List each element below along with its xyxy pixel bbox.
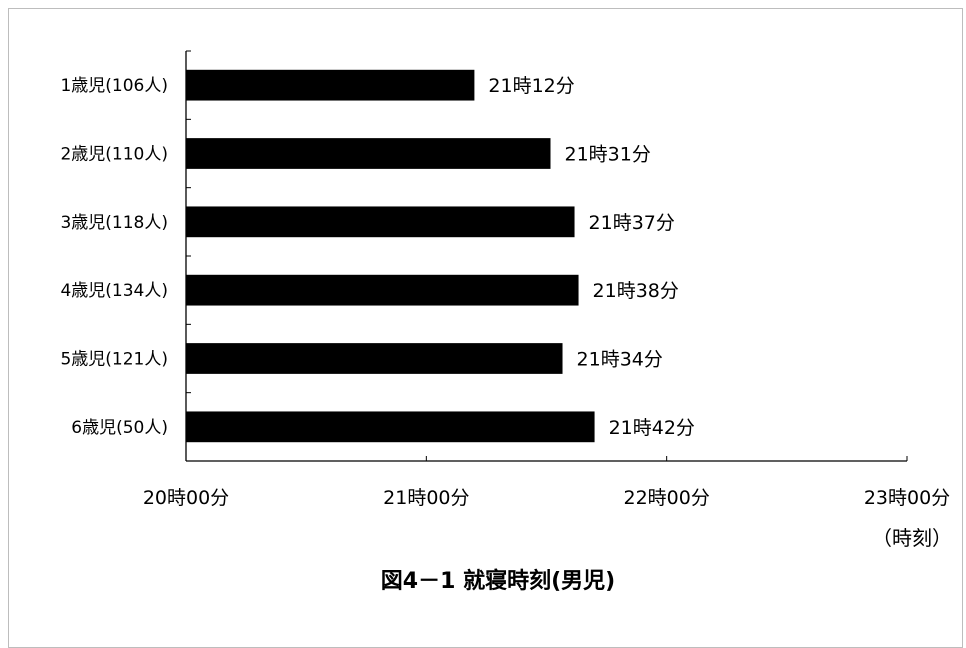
data-label-4: 21時38分	[593, 280, 679, 302]
data-label-3: 21時37分	[589, 212, 675, 234]
chart-title: 図4－1 就寝時刻(男児)	[381, 568, 615, 594]
tick-labels-group: 20時00分 21時00分 22時00分 23時00分	[143, 487, 950, 509]
data-label-1: 21時12分	[488, 75, 574, 97]
bar-1	[186, 69, 475, 101]
category-label-2: 2歳児(110人)	[60, 145, 168, 165]
category-labels-group: 1歳児(106人) 2歳児(110人) 3歳児(118人) 4歳児(134人) 5歳児(…	[60, 76, 168, 438]
bar-5	[186, 343, 563, 374]
axes-group	[185, 50, 908, 462]
category-label-4: 4歳児(134人)	[60, 281, 168, 301]
bars-group	[186, 69, 595, 443]
bar-chart: 1歳児(106人) 2歳児(110人) 3歳児(118人) 4歳児(134人) 5歳児(…	[60, 50, 952, 594]
bar-2	[186, 138, 551, 169]
data-label-2: 21時31分	[565, 144, 651, 166]
category-label-6: 6歳児(50人)	[71, 418, 168, 438]
category-label-5: 5歳児(121人)	[60, 350, 168, 370]
x-tick-label-4: 23時00分	[864, 487, 950, 509]
bar-3	[186, 206, 575, 238]
data-labels-group: 21時12分 21時31分 21時37分 21時38分 21時34分 21時42分	[488, 75, 695, 439]
x-tick-label-2: 21時00分	[383, 487, 469, 509]
x-axis-unit-label: （時刻）	[872, 526, 952, 550]
x-tick-label-1: 20時00分	[143, 487, 229, 509]
category-label-3: 3歳児(118人)	[60, 213, 168, 233]
data-label-6: 21時42分	[609, 417, 695, 439]
x-tick-label-3: 22時00分	[623, 487, 709, 509]
category-label-1: 1歳児(106人)	[60, 76, 168, 96]
bar-6	[186, 411, 595, 443]
bar-4	[186, 274, 579, 306]
data-label-5: 21時34分	[577, 349, 663, 371]
